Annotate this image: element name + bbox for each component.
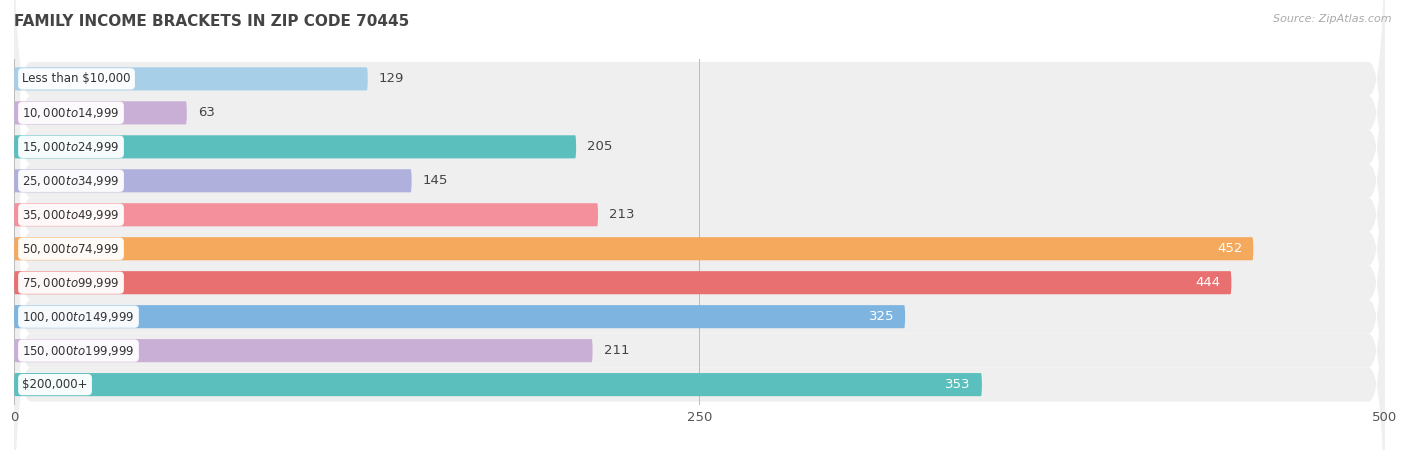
Text: 129: 129: [378, 72, 404, 86]
FancyBboxPatch shape: [14, 164, 1385, 450]
Text: $35,000 to $49,999: $35,000 to $49,999: [22, 208, 120, 222]
FancyBboxPatch shape: [14, 305, 905, 328]
FancyBboxPatch shape: [14, 339, 592, 362]
Text: Less than $10,000: Less than $10,000: [22, 72, 131, 86]
FancyBboxPatch shape: [14, 0, 1385, 368]
Text: 353: 353: [945, 378, 972, 391]
FancyBboxPatch shape: [14, 96, 1385, 450]
FancyBboxPatch shape: [14, 135, 576, 158]
Text: $25,000 to $34,999: $25,000 to $34,999: [22, 174, 120, 188]
FancyBboxPatch shape: [14, 237, 1253, 260]
FancyBboxPatch shape: [14, 0, 1385, 333]
FancyBboxPatch shape: [14, 271, 1232, 294]
FancyBboxPatch shape: [14, 373, 981, 396]
FancyBboxPatch shape: [14, 68, 368, 90]
Text: 211: 211: [603, 344, 628, 357]
Text: 452: 452: [1218, 242, 1243, 255]
FancyBboxPatch shape: [14, 203, 598, 226]
Text: 325: 325: [869, 310, 894, 323]
Text: $10,000 to $14,999: $10,000 to $14,999: [22, 106, 120, 120]
FancyBboxPatch shape: [14, 28, 1385, 401]
Text: $100,000 to $149,999: $100,000 to $149,999: [22, 310, 135, 324]
FancyBboxPatch shape: [14, 169, 412, 192]
Text: 145: 145: [423, 174, 449, 187]
Text: $50,000 to $74,999: $50,000 to $74,999: [22, 242, 120, 256]
FancyBboxPatch shape: [14, 0, 1385, 266]
FancyBboxPatch shape: [14, 198, 1385, 450]
FancyBboxPatch shape: [14, 130, 1385, 450]
FancyBboxPatch shape: [14, 0, 1385, 300]
FancyBboxPatch shape: [14, 62, 1385, 436]
Text: 444: 444: [1195, 276, 1220, 289]
Text: 205: 205: [588, 140, 613, 153]
Text: FAMILY INCOME BRACKETS IN ZIP CODE 70445: FAMILY INCOME BRACKETS IN ZIP CODE 70445: [14, 14, 409, 28]
Text: Source: ZipAtlas.com: Source: ZipAtlas.com: [1274, 14, 1392, 23]
Text: $200,000+: $200,000+: [22, 378, 87, 391]
Text: 63: 63: [198, 106, 215, 119]
Text: 213: 213: [609, 208, 634, 221]
Text: $15,000 to $24,999: $15,000 to $24,999: [22, 140, 120, 154]
FancyBboxPatch shape: [14, 101, 187, 124]
Text: $150,000 to $199,999: $150,000 to $199,999: [22, 344, 135, 358]
Text: $75,000 to $99,999: $75,000 to $99,999: [22, 276, 120, 290]
